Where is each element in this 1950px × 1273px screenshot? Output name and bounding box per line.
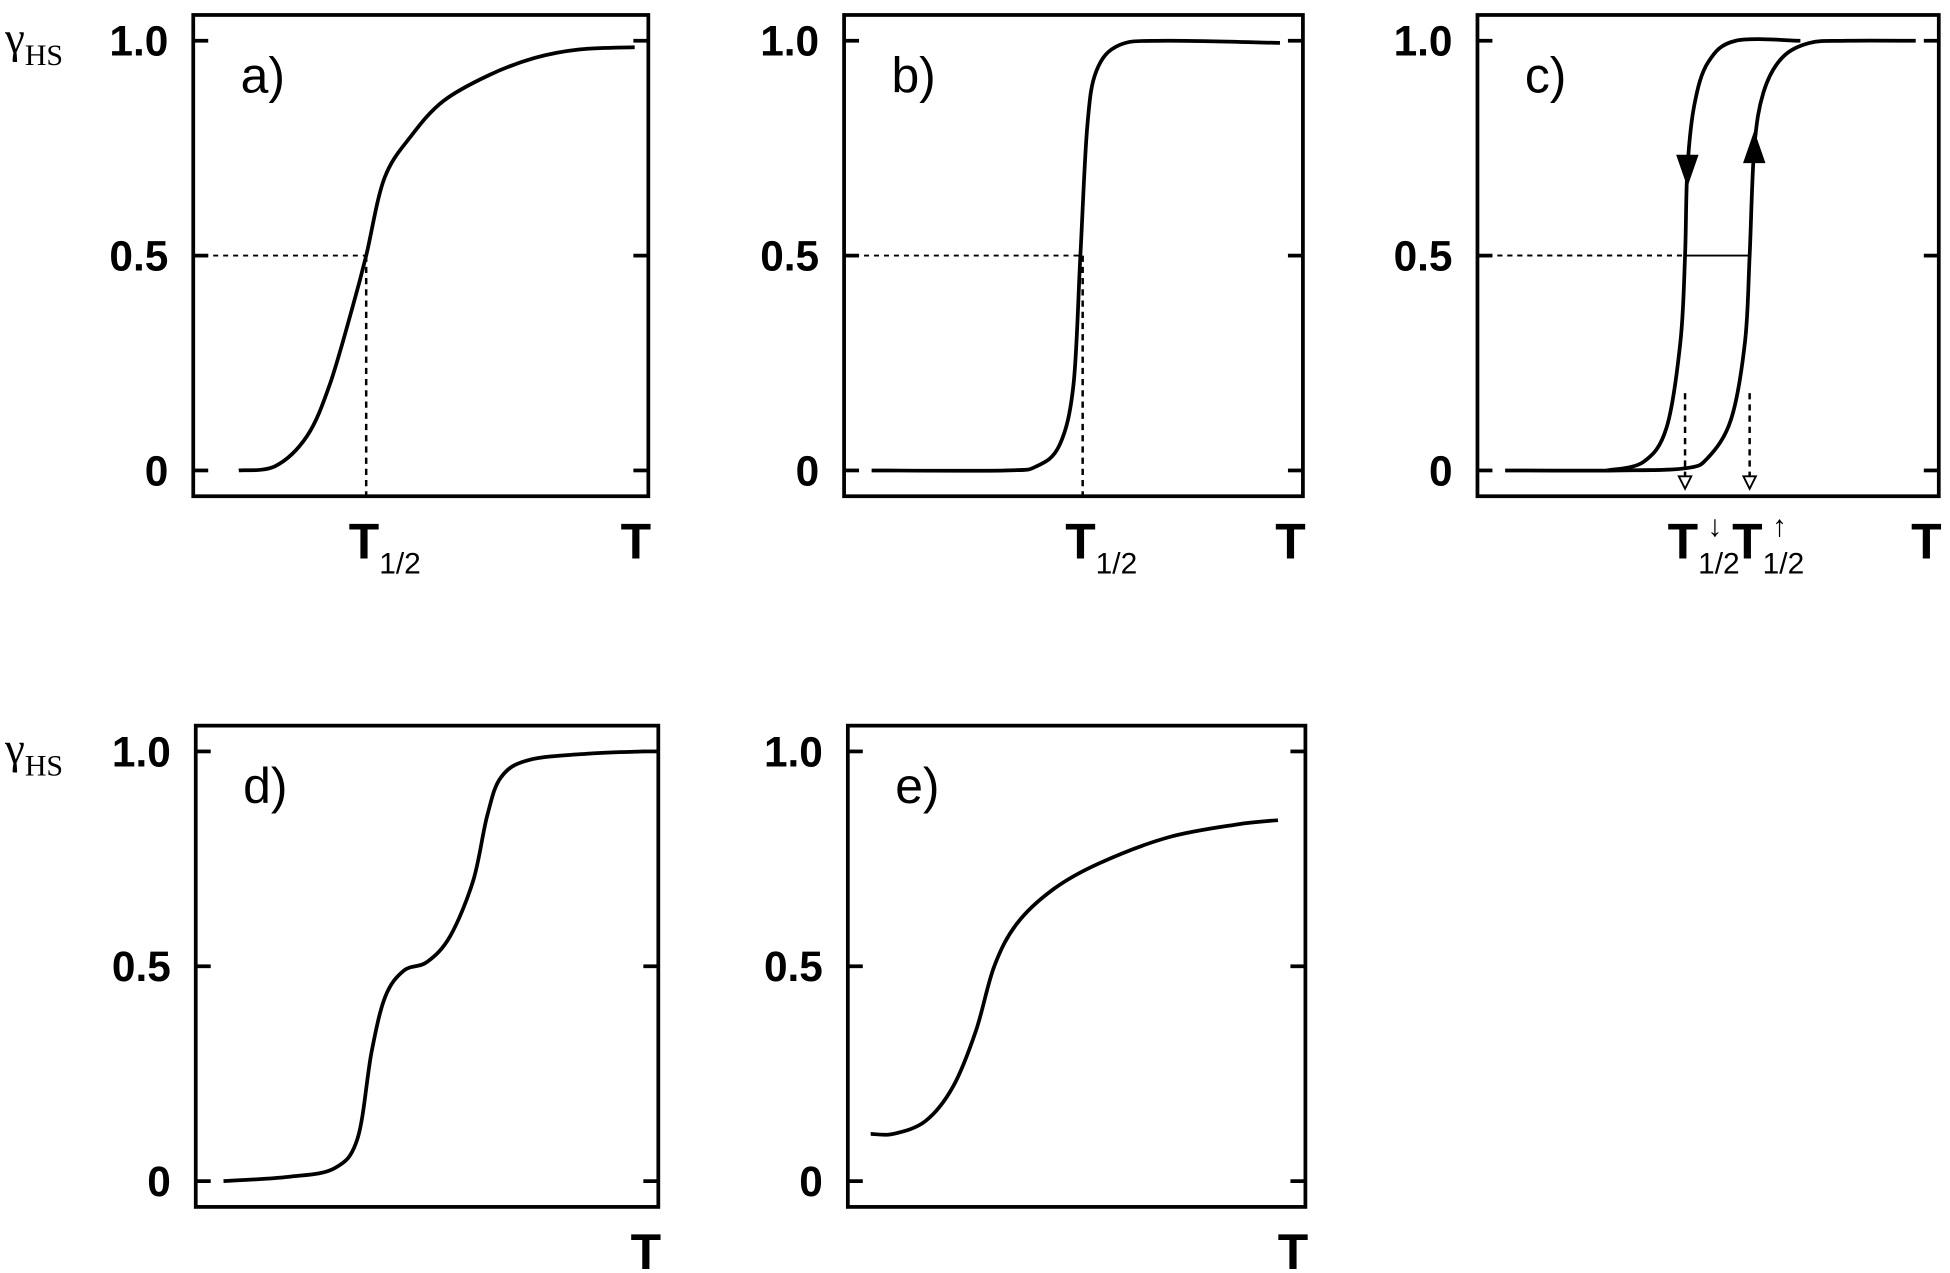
panel-label: c) bbox=[1525, 47, 1567, 103]
x-axis-label: T bbox=[621, 514, 651, 570]
x-marker-label: T1/2 bbox=[349, 514, 421, 581]
y-tick-label: 0 bbox=[796, 447, 820, 494]
arrow-head-open-icon bbox=[1741, 475, 1758, 491]
panel-label: a) bbox=[241, 47, 285, 103]
x-marker-superscript-arrow: ↓ bbox=[1707, 510, 1722, 543]
y-tick-label: 0.5 bbox=[760, 233, 819, 280]
y-tick-label: 1.0 bbox=[112, 728, 171, 775]
x-marker-subscript: 1/2 bbox=[1763, 548, 1805, 581]
y-tick-label: 0 bbox=[1429, 447, 1453, 494]
panel-e: 0 0.5 1.0 e) T bbox=[764, 723, 1308, 1273]
y-tick-label: 1.0 bbox=[109, 18, 168, 65]
x-marker-subscript: 1/2 bbox=[379, 548, 421, 581]
arrow-head-open-icon bbox=[1677, 475, 1693, 491]
x-axis-label: T bbox=[1275, 514, 1305, 570]
y-axis-label: γHS bbox=[4, 12, 63, 71]
x-marker-label: T1/2 bbox=[1732, 514, 1804, 581]
y-tick-label: 0.5 bbox=[112, 943, 171, 990]
series-line-cooling bbox=[1606, 37, 1801, 473]
x-axis-label: T bbox=[1278, 1224, 1308, 1273]
panel-label: e) bbox=[895, 758, 939, 814]
series-line bbox=[871, 38, 1281, 473]
panel-label: b) bbox=[891, 47, 935, 103]
y-tick-label: 0 bbox=[147, 1158, 171, 1205]
y-axis-label-subscript: HS bbox=[25, 750, 63, 783]
series-line bbox=[870, 818, 1279, 1137]
y-tick-label: 1.0 bbox=[1394, 18, 1453, 65]
x-marker-subscript: 1/2 bbox=[1096, 548, 1138, 581]
y-tick-label: 0.5 bbox=[1394, 233, 1453, 280]
arrow-down-icon bbox=[1676, 154, 1699, 188]
y-tick-label: 0.5 bbox=[109, 233, 168, 280]
y-tick-label: 1.0 bbox=[764, 728, 823, 775]
x-marker-label: T1/2 bbox=[1668, 514, 1740, 581]
series-line-heating bbox=[1505, 38, 1916, 473]
panel-label: d) bbox=[243, 758, 287, 814]
x-marker-superscript-arrow: ↑ bbox=[1772, 510, 1787, 543]
x-marker-label: T1/2 bbox=[1065, 514, 1137, 581]
panel-d: 0 0.5 1.0 d) γHS T bbox=[4, 723, 661, 1273]
x-axis-label: T bbox=[631, 1224, 661, 1273]
x-marker-subscript: 1/2 bbox=[1698, 548, 1740, 581]
y-tick-label: 0 bbox=[799, 1158, 823, 1205]
panel-c: 00.51.0c)TT1/2↓ T1/2↑ bbox=[1394, 13, 1942, 581]
y-axis-label-subscript: HS bbox=[25, 39, 63, 72]
panel-b: 0 0.5 1.0 b) T T1/2 bbox=[760, 13, 1306, 581]
y-axis-label: γHS bbox=[4, 723, 63, 782]
series-line bbox=[238, 45, 635, 473]
y-tick-label: 1.0 bbox=[760, 18, 819, 65]
y-tick-label: 0 bbox=[145, 447, 169, 494]
x-axis-label: T bbox=[1911, 514, 1941, 570]
arrow-up-icon bbox=[1743, 130, 1766, 164]
series-line bbox=[223, 749, 645, 1183]
panel-a: 0 0.5 1.0 a) γHS T T1/2 bbox=[4, 12, 651, 580]
y-tick-label: 0.5 bbox=[764, 943, 823, 990]
